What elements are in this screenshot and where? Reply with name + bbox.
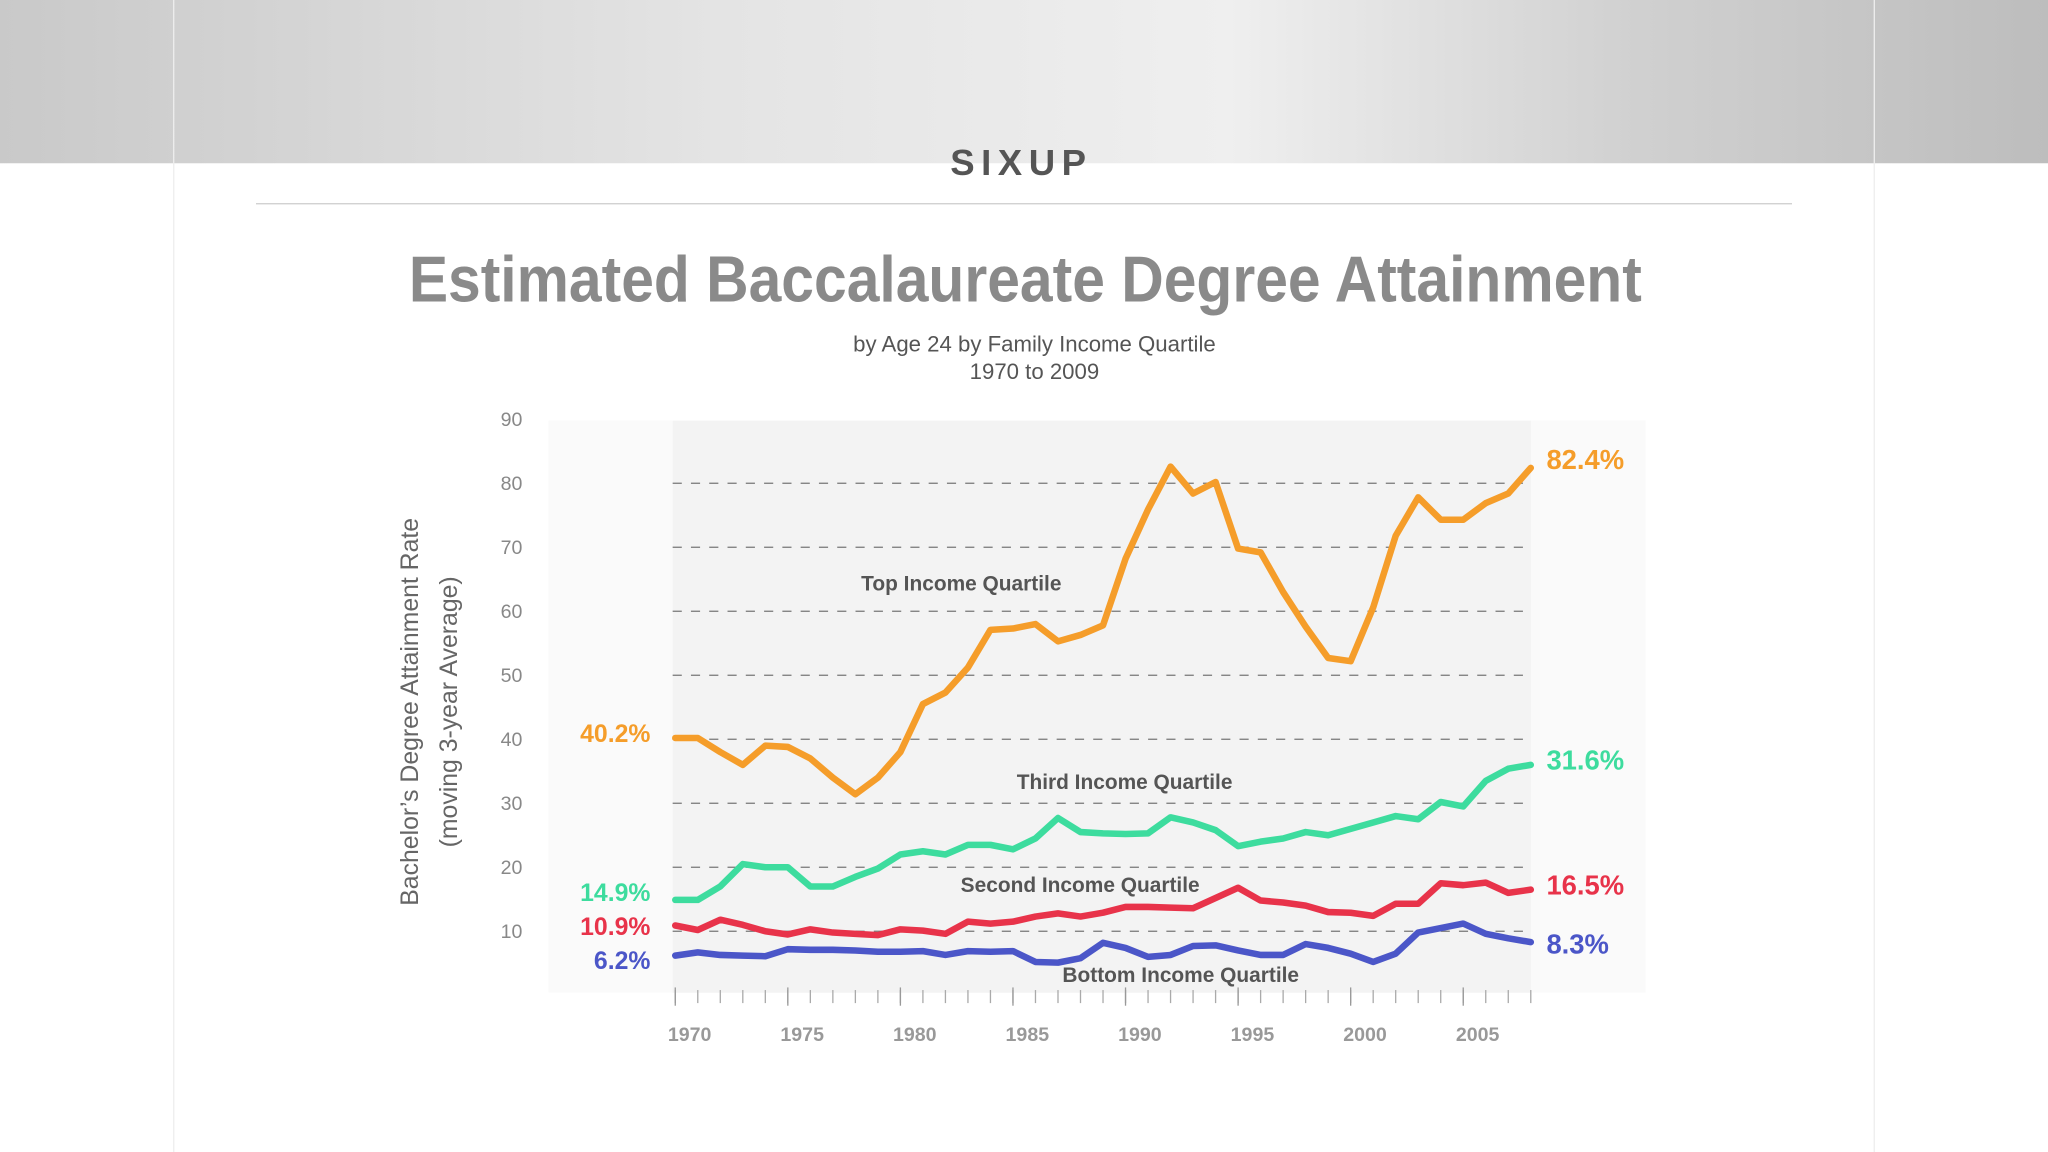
x-tick-label: 1975 xyxy=(780,1024,824,1046)
x-tick-label: 1990 xyxy=(1118,1024,1162,1046)
brand: SIXUP xyxy=(950,142,1092,183)
y-tick-label: 40 xyxy=(501,729,523,751)
subtitle: 1970 to 2009 xyxy=(970,359,1100,384)
y-tick-label: 30 xyxy=(501,793,523,815)
subtitle: by Age 24 by Family Income Quartile xyxy=(853,331,1216,356)
y-tick-label: 90 xyxy=(501,409,523,431)
series-name: Second Income Quartile xyxy=(961,874,1200,897)
x-tick-label: 1985 xyxy=(1006,1024,1050,1046)
y-tick-label: 60 xyxy=(501,601,523,623)
series-line xyxy=(671,920,1535,966)
end-label: 16.5% xyxy=(1546,870,1624,901)
series-line xyxy=(671,879,1535,939)
series-name: Bottom Income Quartile xyxy=(1062,964,1299,987)
y-tick-label: 10 xyxy=(501,921,523,943)
x-tick-label: 1995 xyxy=(1231,1024,1275,1046)
y-axis-label: Bachelor’s Degree Attainment Rate xyxy=(397,518,424,906)
y-axis-label: (moving 3-year Average) xyxy=(436,576,463,847)
x-tick-label: 2005 xyxy=(1456,1024,1500,1046)
y-tick-label: 70 xyxy=(501,537,523,559)
start-label: 6.2% xyxy=(594,948,651,975)
x-tick-label: 1970 xyxy=(668,1024,712,1046)
start-label: 14.9% xyxy=(580,880,650,907)
end-label: 8.3% xyxy=(1546,928,1608,959)
series-line xyxy=(671,761,1535,904)
x-tick-label: 1980 xyxy=(893,1024,937,1046)
y-tick-label: 80 xyxy=(501,473,523,495)
header-photo xyxy=(0,0,2048,164)
start-label: 10.9% xyxy=(580,914,650,941)
series-line xyxy=(671,463,1535,798)
series-name: Top Income Quartile xyxy=(861,572,1061,595)
end-label: 31.6% xyxy=(1546,744,1624,775)
y-tick-label: 50 xyxy=(501,665,523,687)
x-tick-label: 2000 xyxy=(1343,1024,1387,1046)
chart-title: Estimated Baccalaureate Degree Attainmen… xyxy=(409,243,1642,316)
series-name: Third Income Quartile xyxy=(1017,771,1233,794)
start-label: 40.2% xyxy=(580,721,650,748)
end-label: 82.4% xyxy=(1546,444,1624,475)
y-tick-label: 20 xyxy=(501,857,523,879)
plot-area xyxy=(672,420,1531,993)
